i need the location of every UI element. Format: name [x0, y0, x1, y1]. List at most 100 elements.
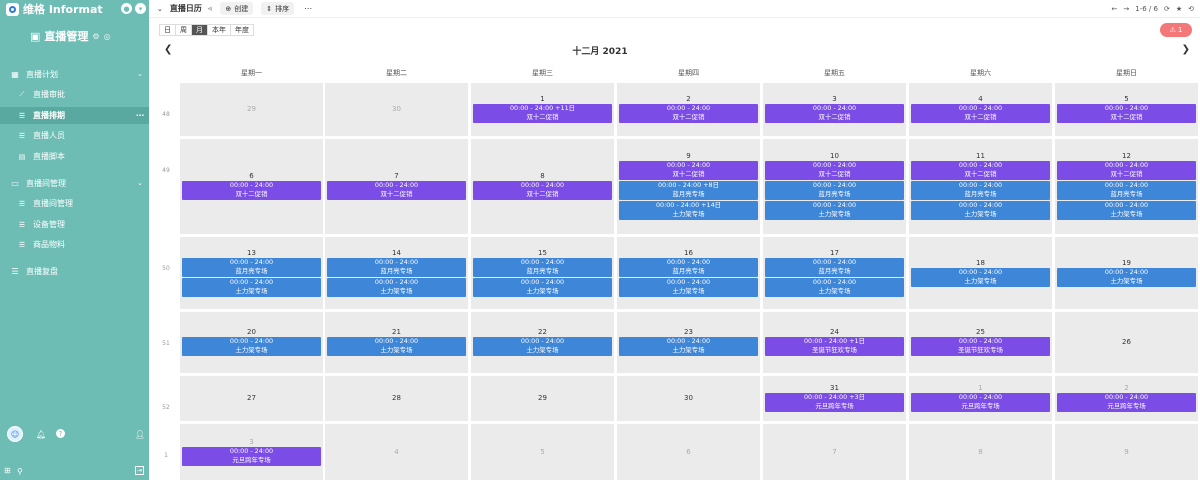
next-page-icon[interactable]: →: [1123, 4, 1130, 13]
calendar-day[interactable]: 9 00:00 - 24:00 双十二促销 00:00 - 24:00 +8日 蓝月亮专…: [617, 139, 760, 234]
calendar-day[interactable]: 1 00:00 - 24:00 元旦跨年专场: [909, 376, 1052, 421]
calendar-day[interactable]: 31 00:00 - 24:00 +3日 元旦跨年专场: [763, 376, 906, 421]
calendar-day[interactable]: 29: [471, 376, 614, 421]
calendar-day[interactable]: 25 00:00 - 24:00 圣诞节狂欢专场: [909, 312, 1052, 373]
calendar-event[interactable]: 00:00 - 24:00 双十二促销: [1057, 104, 1196, 123]
create-button[interactable]: ⊕ 创建: [220, 2, 254, 15]
dropdown-icon[interactable]: ▾: [135, 3, 146, 14]
calendar-day[interactable]: 16 00:00 - 24:00 蓝月亮专场 00:00 - 24:00 土力架专场: [617, 237, 760, 309]
search-icon[interactable]: ⚲: [17, 467, 23, 476]
calendar-event[interactable]: 00:00 - 24:00 蓝月亮专场: [327, 258, 466, 277]
history-icon[interactable]: ⟲: [1188, 4, 1194, 13]
calendar-day[interactable]: 7 00:00 - 24:00 双十二促销: [325, 139, 468, 234]
calendar-day[interactable]: 3 00:00 - 24:00 元旦跨年专场: [180, 424, 323, 480]
nav-group-review[interactable]: ☰ 直播复盘: [0, 262, 149, 280]
calendar-day[interactable]: 2 00:00 - 24:00 元旦跨年专场: [1055, 376, 1198, 421]
calendar-day[interactable]: 4 00:00 - 24:00 双十二促销: [909, 83, 1052, 136]
calendar-day[interactable]: 6: [617, 424, 760, 480]
calendar-event[interactable]: 00:00 - 24:00 土力架专场: [911, 201, 1050, 220]
alert-badge[interactable]: ⚠ 1: [1160, 23, 1192, 37]
calendar-day[interactable]: 26: [1055, 312, 1198, 373]
sidebar-item-approval[interactable]: ⟋ 直播审批: [0, 86, 149, 103]
calendar-day[interactable]: 24 00:00 - 24:00 +1日 圣诞节狂欢专场: [763, 312, 906, 373]
tab-month[interactable]: 月: [192, 25, 208, 35]
add-user-icon[interactable]: 👤︎: [134, 430, 145, 439]
calendar-event[interactable]: 00:00 - 24:00 土力架专场: [327, 337, 466, 356]
calendar-day[interactable]: 10 00:00 - 24:00 双十二促销 00:00 - 24:00 蓝月亮专场 00…: [763, 139, 906, 234]
calendar-event[interactable]: 00:00 - 24:00 蓝月亮专场: [1057, 181, 1196, 200]
calendar-day[interactable]: 17 00:00 - 24:00 蓝月亮专场 00:00 - 24:00 土力架专场: [763, 237, 906, 309]
tab-this-year[interactable]: 本年: [208, 25, 231, 35]
calendar-event[interactable]: 00:00 - 24:00 蓝月亮专场: [765, 258, 904, 277]
tab-week[interactable]: 周: [176, 25, 192, 35]
calendar-event[interactable]: 00:00 - 24:00 蓝月亮专场: [473, 258, 612, 277]
app-switch-icon[interactable]: ◎: [103, 31, 111, 41]
nav-group-room[interactable]: ▭ 直播间管理 ⌄: [0, 174, 149, 192]
calendar-day[interactable]: 2 00:00 - 24:00 双十二促销: [617, 83, 760, 136]
calendar-day[interactable]: 12 00:00 - 24:00 双十二促销 00:00 - 24:00 蓝月亮专场 00…: [1055, 139, 1198, 234]
bell-icon[interactable]: 🔔︎: [36, 430, 47, 439]
tab-day[interactable]: 日: [160, 25, 176, 35]
calendar-event[interactable]: 00:00 - 24:00 土力架专场: [473, 337, 612, 356]
tab-year[interactable]: 年度: [235, 26, 249, 34]
avatar[interactable]: ☺: [7, 426, 23, 442]
calendar-day[interactable]: 4: [325, 424, 468, 480]
chevron-down-icon[interactable]: ⌄: [157, 4, 163, 13]
sort-button[interactable]: ⇕ 排序: [261, 2, 295, 15]
calendar-day[interactable]: 14 00:00 - 24:00 蓝月亮专场 00:00 - 24:00 土力架专场: [325, 237, 468, 309]
calendar-event[interactable]: 00:00 - 24:00 土力架专场: [619, 337, 758, 356]
calendar-day[interactable]: 28: [325, 376, 468, 421]
calendar-event[interactable]: 00:00 - 24:00 土力架专场: [182, 278, 321, 297]
calendar-event[interactable]: 00:00 - 24:00 双十二促销: [765, 104, 904, 123]
calendar-event[interactable]: 00:00 - 24:00 双十二促销: [182, 181, 321, 200]
calendar-event[interactable]: 00:00 - 24:00 双十二促销: [911, 104, 1050, 123]
view-title[interactable]: 直播日历: [169, 4, 202, 13]
calendar-event[interactable]: 00:00 - 24:00 元旦跨年专场: [911, 393, 1050, 412]
calendar-day[interactable]: 6 00:00 - 24:00 双十二促销: [180, 139, 323, 234]
calendar-event[interactable]: 00:00 - 24:00 双十二促销: [619, 161, 758, 180]
calendar-day[interactable]: 27: [180, 376, 323, 421]
calendar-day[interactable]: 20 00:00 - 24:00 土力架专场: [180, 312, 323, 373]
more-icon[interactable]: ⋯: [136, 111, 144, 120]
sidebar-item-staff[interactable]: ☰ 直播人员: [0, 127, 149, 144]
calendar-day[interactable]: 15 00:00 - 24:00 蓝月亮专场 00:00 - 24:00 土力架专场: [471, 237, 614, 309]
calendar-day[interactable]: 1 00:00 - 24:00 +11日 双十二促销: [471, 83, 614, 136]
user-menu-icon[interactable]: ●: [121, 3, 132, 14]
add-icon[interactable]: ⊞: [4, 466, 11, 475]
calendar-event[interactable]: 00:00 - 24:00 +8日 蓝月亮专场: [619, 181, 758, 200]
prev-page-icon[interactable]: ←: [1111, 4, 1118, 13]
calendar-event[interactable]: 00:00 - 24:00 +1日 圣诞节狂欢专场: [765, 337, 904, 356]
calendar-event[interactable]: 00:00 - 24:00 双十二促销: [327, 181, 466, 200]
sidebar-item-goods[interactable]: ☰ 商品物料: [0, 236, 149, 253]
calendar-event[interactable]: 00:00 - 24:00 双十二促销: [911, 161, 1050, 180]
calendar-day[interactable]: 22 00:00 - 24:00 土力架专场: [471, 312, 614, 373]
calendar-event[interactable]: 00:00 - 24:00 双十二促销: [765, 161, 904, 180]
calendar-event[interactable]: 00:00 - 24:00 土力架专场: [911, 268, 1050, 287]
calendar-event[interactable]: 00:00 - 24:00 土力架专场: [619, 278, 758, 297]
sidebar-item-device[interactable]: ☰ 设备管理: [0, 216, 149, 233]
star-icon[interactable]: ★: [1175, 4, 1183, 13]
calendar-day[interactable]: 21 00:00 - 24:00 土力架专场: [325, 312, 468, 373]
calendar-event[interactable]: 00:00 - 24:00 土力架专场: [1057, 268, 1196, 287]
calendar-event[interactable]: 00:00 - 24:00 双十二促销: [1057, 161, 1196, 180]
calendar-day[interactable]: 23 00:00 - 24:00 土力架专场: [617, 312, 760, 373]
prev-month-button[interactable]: ❮: [164, 44, 173, 55]
calendar-day[interactable]: 30: [617, 376, 760, 421]
calendar-event[interactable]: 00:00 - 24:00 双十二促销: [473, 181, 612, 200]
calendar-event[interactable]: 00:00 - 24:00 +11日 双十二促销: [473, 104, 612, 123]
refresh-icon[interactable]: ⟳: [1163, 4, 1170, 13]
more-icon[interactable]: ⋯: [304, 4, 313, 13]
help-icon[interactable]: ?: [56, 429, 65, 438]
calendar-day[interactable]: 7: [763, 424, 906, 480]
calendar-event[interactable]: 00:00 - 24:00 土力架专场: [182, 337, 321, 356]
sidebar-item-script[interactable]: ▤ 直播脚本: [0, 148, 149, 165]
calendar-event[interactable]: 00:00 - 24:00 元旦跨年专场: [182, 447, 321, 466]
brand[interactable]: 维格 Informat: [6, 2, 103, 16]
calendar-day[interactable]: 30: [325, 83, 468, 136]
calendar-day[interactable]: 3 00:00 - 24:00 双十二促销: [763, 83, 906, 136]
calendar-day[interactable]: 5: [471, 424, 614, 480]
calendar-day[interactable]: 9: [1055, 424, 1198, 480]
calendar-event[interactable]: 00:00 - 24:00 元旦跨年专场: [1057, 393, 1196, 412]
share-icon[interactable]: ⪡: [207, 3, 213, 13]
calendar-day[interactable]: 8: [909, 424, 1052, 480]
